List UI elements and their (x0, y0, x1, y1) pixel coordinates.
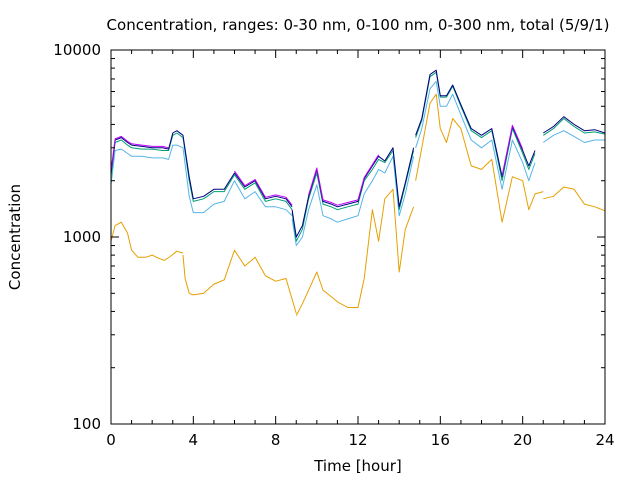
series-line-3-0 (110, 130, 293, 208)
series-4 (110, 124, 524, 206)
series-line-3-3 (543, 116, 606, 134)
x-tick-label: 12 (348, 431, 367, 449)
series-line-2-3 (543, 118, 606, 136)
x-tick-label: 16 (431, 431, 450, 449)
series-line-1-3 (543, 130, 605, 143)
y-tick-label: 100 (72, 415, 101, 433)
y-axis-label: Concentration (6, 184, 24, 290)
series-line-4-3 (501, 124, 524, 176)
x-tick-label: 24 (595, 431, 614, 449)
series-line-3-1 (291, 147, 415, 238)
y-tick-label: 10000 (53, 41, 101, 59)
x-tick-label: 0 (106, 431, 116, 449)
y-tick-label: 1000 (63, 228, 101, 246)
series-line-1-1 (291, 155, 415, 247)
series-line-1-0 (110, 144, 293, 217)
series-line-0-1 (182, 249, 297, 314)
series-0 (110, 93, 606, 316)
series-1 (110, 80, 605, 247)
series-line-1-2 (415, 80, 536, 190)
series-line-3-2 (415, 69, 536, 178)
series-line-4-0 (110, 135, 169, 172)
axis-layer: 0 4 8 12 16 20 24 100 1000 10000 (53, 41, 614, 449)
plot-frame (110, 49, 606, 425)
series-line-0-4 (543, 186, 606, 212)
x-tick-label: 8 (271, 431, 281, 449)
series-line-4-1 (234, 170, 293, 206)
series-line-4-2 (308, 154, 380, 206)
series-line-0-2 (295, 188, 415, 316)
x-tick-label: 20 (513, 431, 532, 449)
chart-title: Concentration, ranges: 0-30 nm, 0-100 nm… (107, 16, 610, 34)
series-layer (110, 69, 606, 316)
series-line-0-3 (415, 93, 544, 223)
series-line-2-2 (415, 71, 536, 182)
x-axis-label: Time [hour] (313, 457, 402, 475)
x-tick-label: 4 (189, 431, 199, 449)
series-line-0-0 (110, 221, 184, 261)
